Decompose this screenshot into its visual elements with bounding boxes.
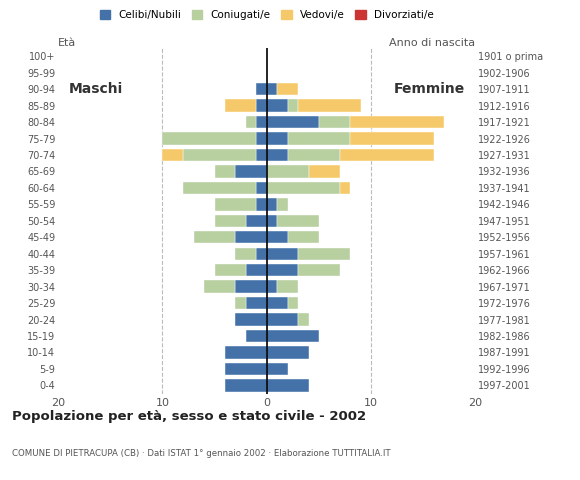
Bar — [288, 99, 298, 112]
Bar — [194, 231, 235, 243]
Bar — [267, 313, 298, 326]
Bar — [267, 198, 277, 211]
Bar — [235, 165, 267, 178]
Text: Età: Età — [58, 38, 76, 48]
Text: Anno di nascita: Anno di nascita — [390, 38, 476, 48]
Bar — [256, 116, 267, 128]
Bar — [246, 215, 267, 227]
Bar — [225, 99, 256, 112]
Bar — [288, 149, 340, 161]
Bar — [267, 182, 340, 194]
Bar — [298, 313, 309, 326]
Bar — [340, 182, 350, 194]
Bar — [225, 379, 267, 392]
Bar — [235, 297, 246, 309]
Bar — [246, 330, 267, 342]
Bar — [256, 99, 267, 112]
Bar — [267, 116, 319, 128]
Bar — [288, 132, 350, 144]
Bar — [298, 99, 361, 112]
Bar — [267, 297, 288, 309]
Bar — [267, 99, 288, 112]
Bar — [256, 198, 267, 211]
Bar — [267, 363, 288, 375]
Bar — [246, 297, 267, 309]
Bar — [246, 264, 267, 276]
Bar — [183, 182, 256, 194]
Bar — [225, 346, 267, 359]
Bar — [267, 280, 277, 293]
Bar — [215, 215, 246, 227]
Bar — [267, 231, 288, 243]
Text: COMUNE DI PIETRACUPA (CB) · Dati ISTAT 1° gennaio 2002 · Elaborazione TUTTITALIA: COMUNE DI PIETRACUPA (CB) · Dati ISTAT 1… — [12, 449, 390, 458]
Bar — [183, 149, 256, 161]
Bar — [204, 280, 235, 293]
Bar — [267, 330, 319, 342]
Bar — [288, 297, 298, 309]
Bar — [246, 116, 256, 128]
Bar — [267, 132, 288, 144]
Bar — [267, 346, 309, 359]
Bar — [267, 264, 298, 276]
Legend: Celibi/Nubili, Coniugati/e, Vedovi/e, Divorziati/e: Celibi/Nubili, Coniugati/e, Vedovi/e, Di… — [100, 10, 434, 20]
Bar — [267, 379, 309, 392]
Bar — [288, 231, 319, 243]
Bar — [256, 248, 267, 260]
Bar — [267, 215, 277, 227]
Bar — [277, 198, 288, 211]
Bar — [350, 132, 434, 144]
Bar — [215, 264, 246, 276]
Bar — [225, 363, 267, 375]
Bar — [235, 231, 267, 243]
Bar — [235, 313, 267, 326]
Bar — [256, 83, 267, 96]
Bar — [309, 165, 340, 178]
Bar — [277, 83, 298, 96]
Bar — [267, 165, 309, 178]
Bar — [298, 264, 340, 276]
Bar — [267, 149, 288, 161]
Bar — [267, 248, 298, 260]
Bar — [235, 280, 267, 293]
Bar — [267, 83, 277, 96]
Bar — [215, 198, 256, 211]
Text: Popolazione per età, sesso e stato civile - 2002: Popolazione per età, sesso e stato civil… — [12, 410, 366, 423]
Text: Maschi: Maschi — [68, 82, 123, 96]
Bar — [256, 182, 267, 194]
Bar — [235, 248, 256, 260]
Bar — [215, 165, 235, 178]
Bar — [350, 116, 444, 128]
Text: Femmine: Femmine — [394, 82, 465, 96]
Bar — [319, 116, 350, 128]
Bar — [162, 149, 183, 161]
Bar — [277, 215, 319, 227]
Bar — [340, 149, 434, 161]
Bar — [298, 248, 350, 260]
Bar — [256, 149, 267, 161]
Bar — [256, 132, 267, 144]
Bar — [162, 132, 256, 144]
Bar — [277, 280, 298, 293]
